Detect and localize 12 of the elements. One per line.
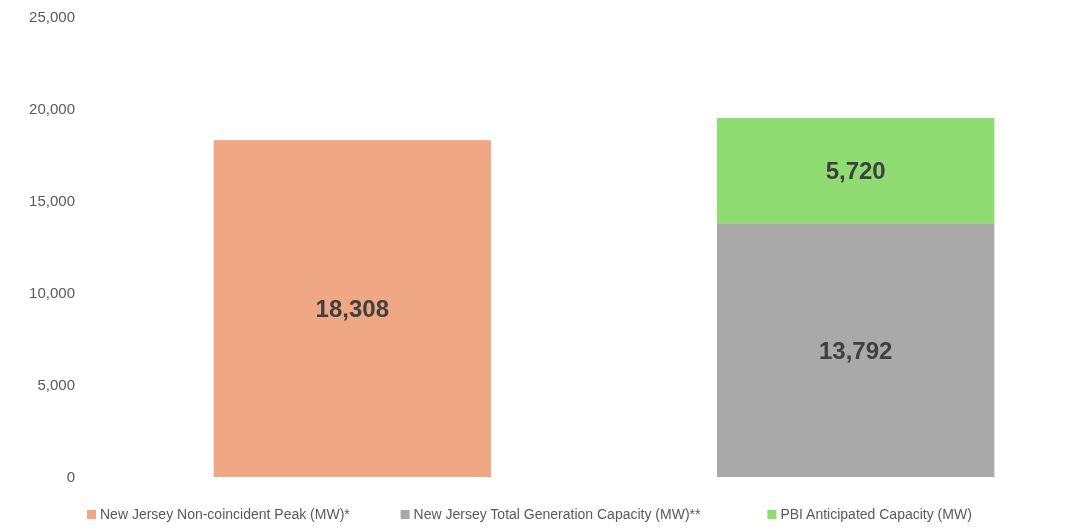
- data-label: 5,720: [825, 157, 886, 184]
- y-tick-label: 15,000: [29, 192, 75, 210]
- legend-label: PBI Anticipated Capacity (MW): [780, 506, 972, 522]
- data-label: 13,792: [818, 336, 893, 364]
- legend-label: New Jersey Non-coincident Peak (MW)*: [100, 506, 351, 522]
- y-tick-label: 0: [66, 468, 75, 486]
- y-tick-label: 10,000: [29, 284, 75, 302]
- data-label: 18,308: [315, 294, 390, 322]
- y-tick-label: 25,000: [29, 8, 75, 26]
- y-tick-label: 20,000: [29, 100, 75, 118]
- legend-label: New Jersey Total Generation Capacity (MW)**: [413, 506, 701, 522]
- y-tick-label: 5,000: [37, 376, 75, 394]
